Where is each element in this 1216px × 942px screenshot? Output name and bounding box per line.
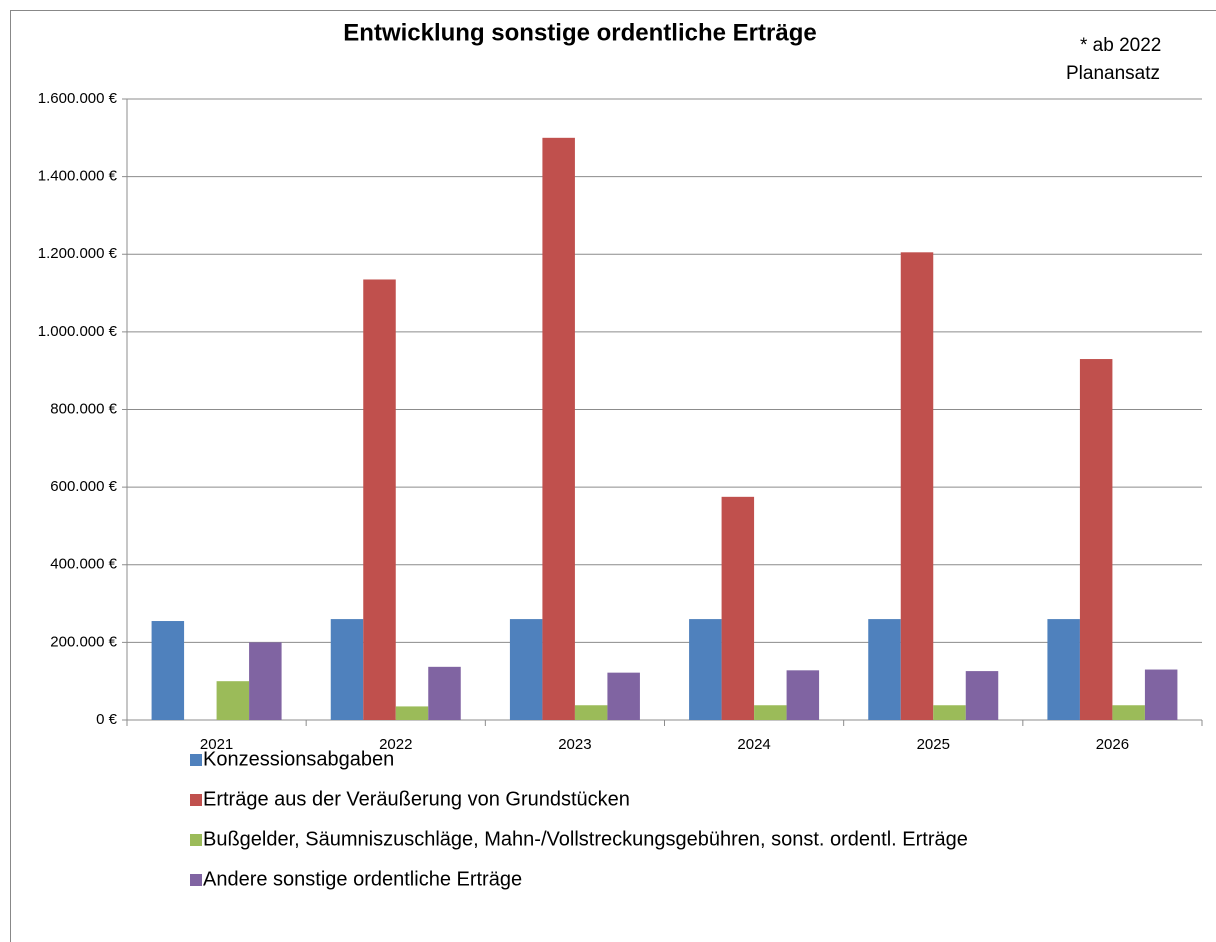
bar	[754, 705, 787, 720]
bar	[249, 642, 282, 720]
bar	[721, 496, 755, 720]
annotation: * ab 2022	[1080, 35, 1161, 56]
bar	[965, 671, 999, 720]
bar	[363, 279, 396, 720]
chart-frame	[10, 10, 1216, 942]
legend-swatch	[190, 754, 202, 766]
annotation: Planansatz	[1066, 63, 1160, 84]
bar	[786, 670, 820, 720]
y-tick-label: 400.000 €	[50, 556, 117, 573]
legend-label: Erträge aus der Veräußerung von Grundstü…	[203, 788, 630, 810]
bar	[933, 705, 966, 720]
bar	[428, 666, 461, 720]
bar	[1047, 619, 1080, 720]
x-tick-label: 2026	[1096, 736, 1129, 753]
bar	[330, 619, 364, 720]
y-tick-label: 1.400.000 €	[38, 168, 118, 185]
bar	[542, 137, 575, 720]
bar	[689, 619, 722, 720]
x-tick-label: 2023	[558, 736, 591, 753]
bar	[151, 621, 185, 720]
y-tick-label: 600.000 €	[50, 478, 117, 495]
bar	[1144, 669, 1178, 720]
y-tick-label: 800.000 €	[50, 400, 117, 417]
legend-label: Bußgelder, Säumniszuschläge, Mahn-/Volls…	[203, 828, 968, 850]
x-tick-label: 2022	[379, 736, 412, 753]
bar	[1079, 359, 1113, 720]
legend-label: Konzessionsabgaben	[203, 748, 394, 770]
bar	[1112, 705, 1145, 720]
y-tick-label: 0 €	[96, 711, 118, 728]
y-tick-label: 1.200.000 €	[38, 245, 118, 262]
y-tick-label: 200.000 €	[50, 633, 117, 650]
y-tick-label: 1.000.000 €	[38, 323, 118, 340]
bar	[607, 672, 640, 720]
bar	[216, 681, 250, 720]
legend-swatch	[190, 834, 202, 846]
bar	[868, 619, 901, 720]
legend-label: Andere sonstige ordentliche Erträge	[203, 868, 522, 890]
x-tick-label: 2021	[200, 736, 233, 753]
bar	[509, 619, 543, 720]
x-tick-label: 2025	[917, 736, 950, 753]
chart-title: Entwicklung sonstige ordentliche Erträge	[343, 19, 816, 46]
legend-swatch	[190, 874, 202, 886]
bar	[900, 252, 934, 720]
bar	[574, 705, 608, 720]
legend-swatch	[190, 794, 202, 806]
bar	[395, 706, 429, 720]
y-tick-label: 1.600.000 €	[38, 90, 118, 107]
x-tick-label: 2024	[737, 736, 770, 753]
